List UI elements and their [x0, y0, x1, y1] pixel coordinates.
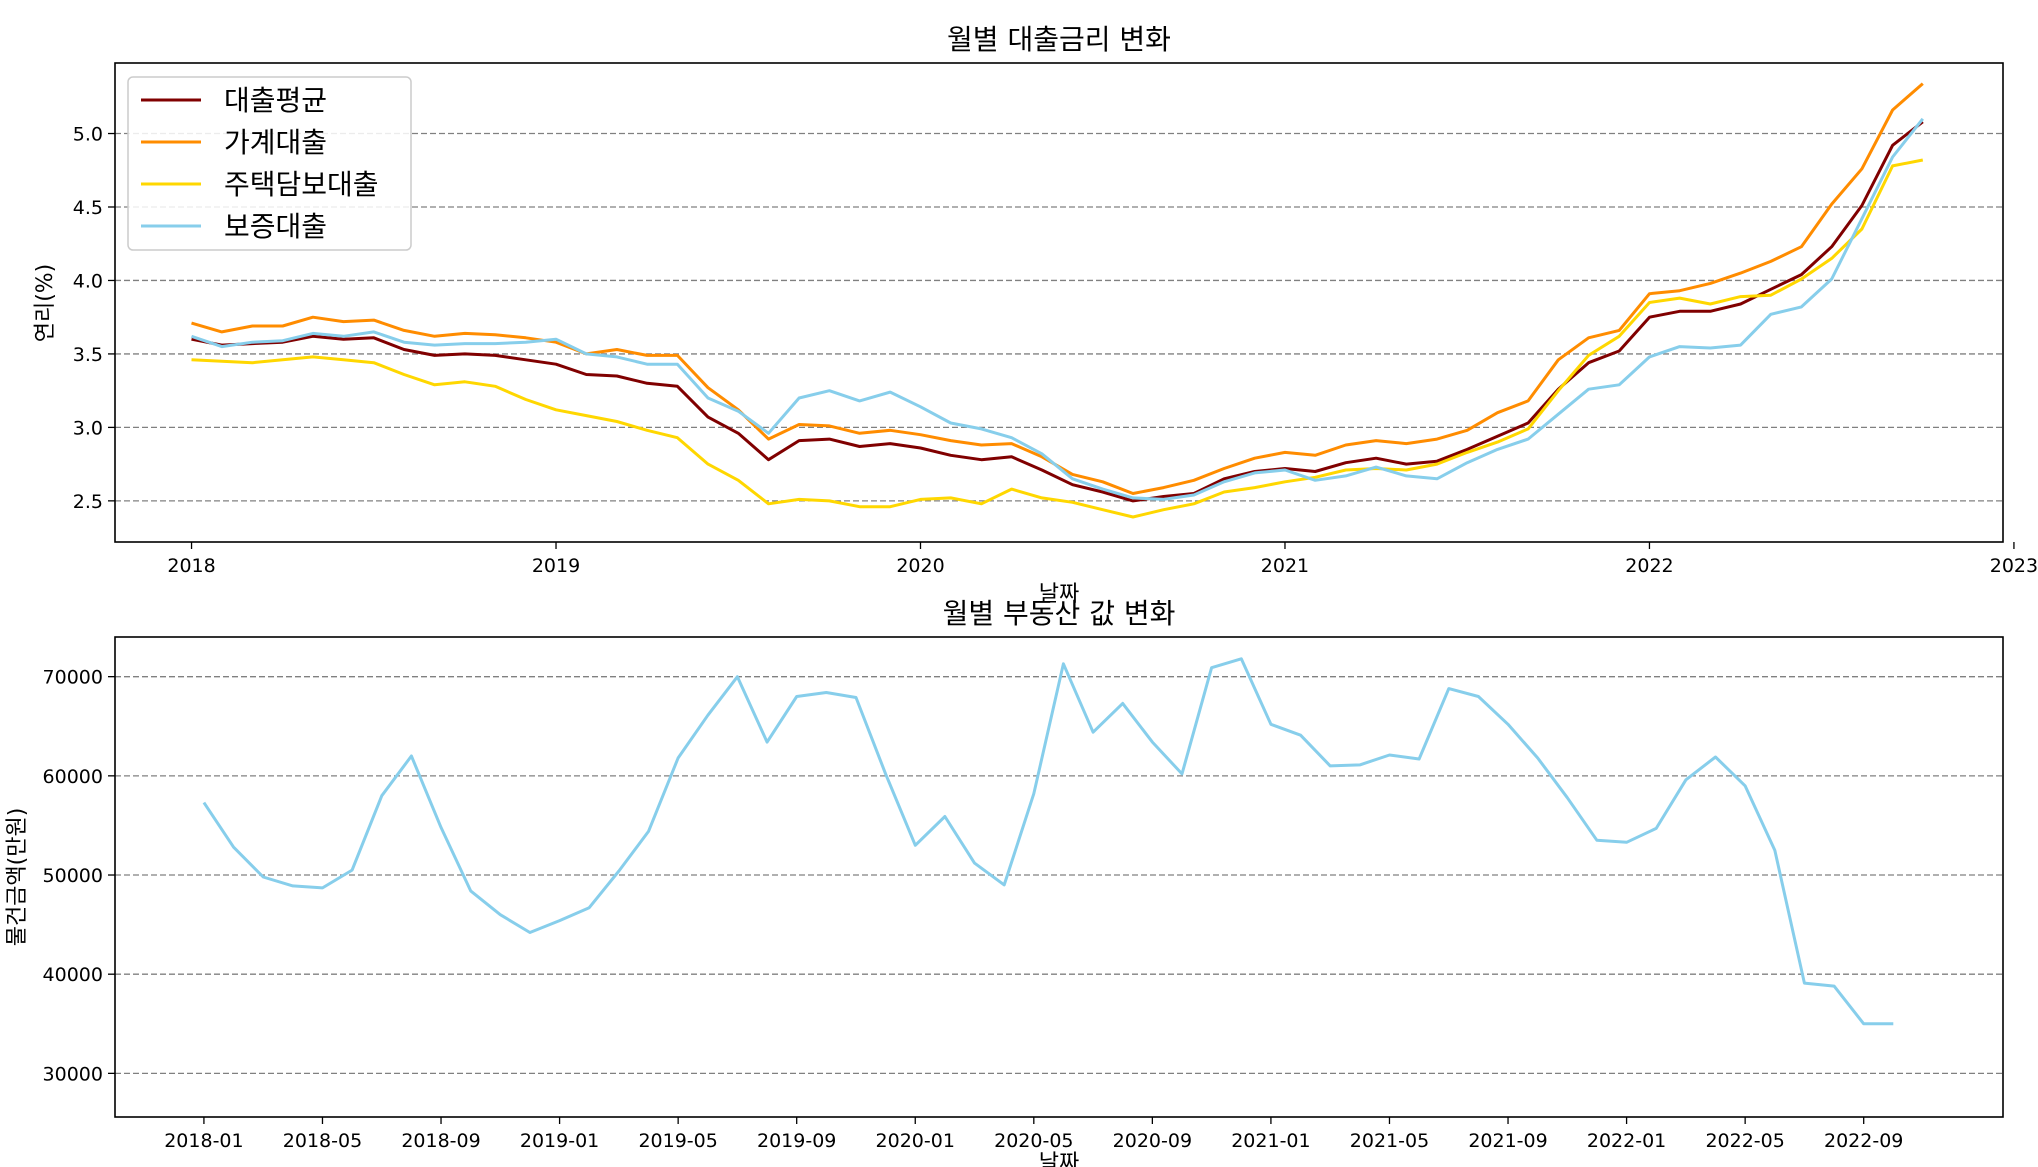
- x-axis-ticks: 2018-01 2018-05 2018-09 2019-01 2019-05 2019-…: [164, 1117, 1903, 1152]
- series-line: [191, 120, 1924, 503]
- x-tick-label: 2019-09: [757, 1130, 836, 1152]
- x-tick-label: 2022-09: [1824, 1130, 1903, 1152]
- y-tick-label: 70000: [43, 667, 103, 689]
- x-tick-label: 2019-01: [520, 1130, 599, 1152]
- y-tick-label: 4.5: [73, 197, 103, 219]
- y-tick-label: 2.5: [73, 491, 103, 513]
- legend-label: 보증대출: [224, 210, 327, 243]
- y-tick-label: 3.5: [73, 344, 103, 366]
- y-tick-label: 60000: [43, 766, 103, 788]
- y-axis-label: 물건금액(만원): [5, 808, 30, 947]
- series-line: [191, 82, 1924, 495]
- legend-label: 가계대출: [224, 126, 327, 159]
- x-tick-label: 2022-01: [1587, 1130, 1666, 1152]
- x-tick-label: 2020-09: [1113, 1130, 1192, 1152]
- property-price-chart: 월별 부동산 값 변화 2018-01 2018-05 2018-09 2019-01…: [5, 597, 2004, 1167]
- y-axis-ticks: 30000 40000 50000 60000 70000: [43, 667, 115, 1085]
- y-tick-label: 5.0: [73, 124, 103, 146]
- x-tick-label: 2021-05: [1350, 1130, 1429, 1152]
- x-tick-label: 2018-09: [401, 1130, 480, 1152]
- x-tick-label: 2023: [1990, 555, 2038, 577]
- plot-frame: [114, 636, 2004, 1118]
- chart-title: 월별 대출금리 변화: [947, 23, 1171, 56]
- x-tick-label: 2020-05: [994, 1130, 1073, 1152]
- y-tick-label: 50000: [43, 865, 103, 887]
- x-tick-label: 2020: [896, 555, 944, 577]
- x-tick-label: 2021-01: [1231, 1130, 1310, 1152]
- x-tick-label: 2022-05: [1705, 1130, 1784, 1152]
- series-lines: [202, 657, 1894, 1026]
- y-tick-label: 40000: [43, 964, 103, 986]
- interest-rate-chart: 월별 대출금리 변화 2018 2019 2020 2021 2022 2023 2.5 3…: [33, 23, 2038, 607]
- series-lines: [191, 82, 1924, 519]
- series-line: [191, 158, 1924, 519]
- x-tick-label: 2019: [532, 555, 580, 577]
- x-tick-label: 2020-01: [876, 1130, 955, 1152]
- x-tick-label: 2022: [1625, 555, 1673, 577]
- legend-label: 대출평균: [224, 84, 327, 117]
- legend-box: [127, 76, 412, 251]
- x-axis-ticks: 2018 2019 2020 2021 2022 2023: [167, 542, 2038, 577]
- x-tick-label: 2018-05: [283, 1130, 362, 1152]
- x-tick-label: 2018-01: [164, 1130, 243, 1152]
- y-axis-ticks: 2.5 3.0 3.5 4.0 4.5 5.0: [73, 124, 115, 513]
- y-axis-label: 연리(%): [33, 264, 58, 343]
- chart-title: 월별 부동산 값 변화: [943, 597, 1176, 630]
- plot-frame: [114, 62, 2004, 543]
- y-tick-label: 30000: [43, 1063, 103, 1085]
- gridlines: [115, 676, 2003, 1075]
- series-line: [202, 657, 1894, 1026]
- series-line: [191, 117, 1924, 501]
- x-axis-label: 날짜: [1039, 1151, 1079, 1167]
- x-axis-label: 날짜: [1039, 582, 1079, 607]
- x-tick-label: 2021: [1261, 555, 1309, 577]
- x-tick-label: 2021-09: [1468, 1130, 1547, 1152]
- legend-label: 주택담보대출: [224, 168, 379, 201]
- y-tick-label: 4.0: [73, 270, 103, 292]
- y-tick-label: 3.0: [73, 417, 103, 439]
- x-tick-label: 2018: [167, 555, 215, 577]
- x-tick-label: 2019-05: [638, 1130, 717, 1152]
